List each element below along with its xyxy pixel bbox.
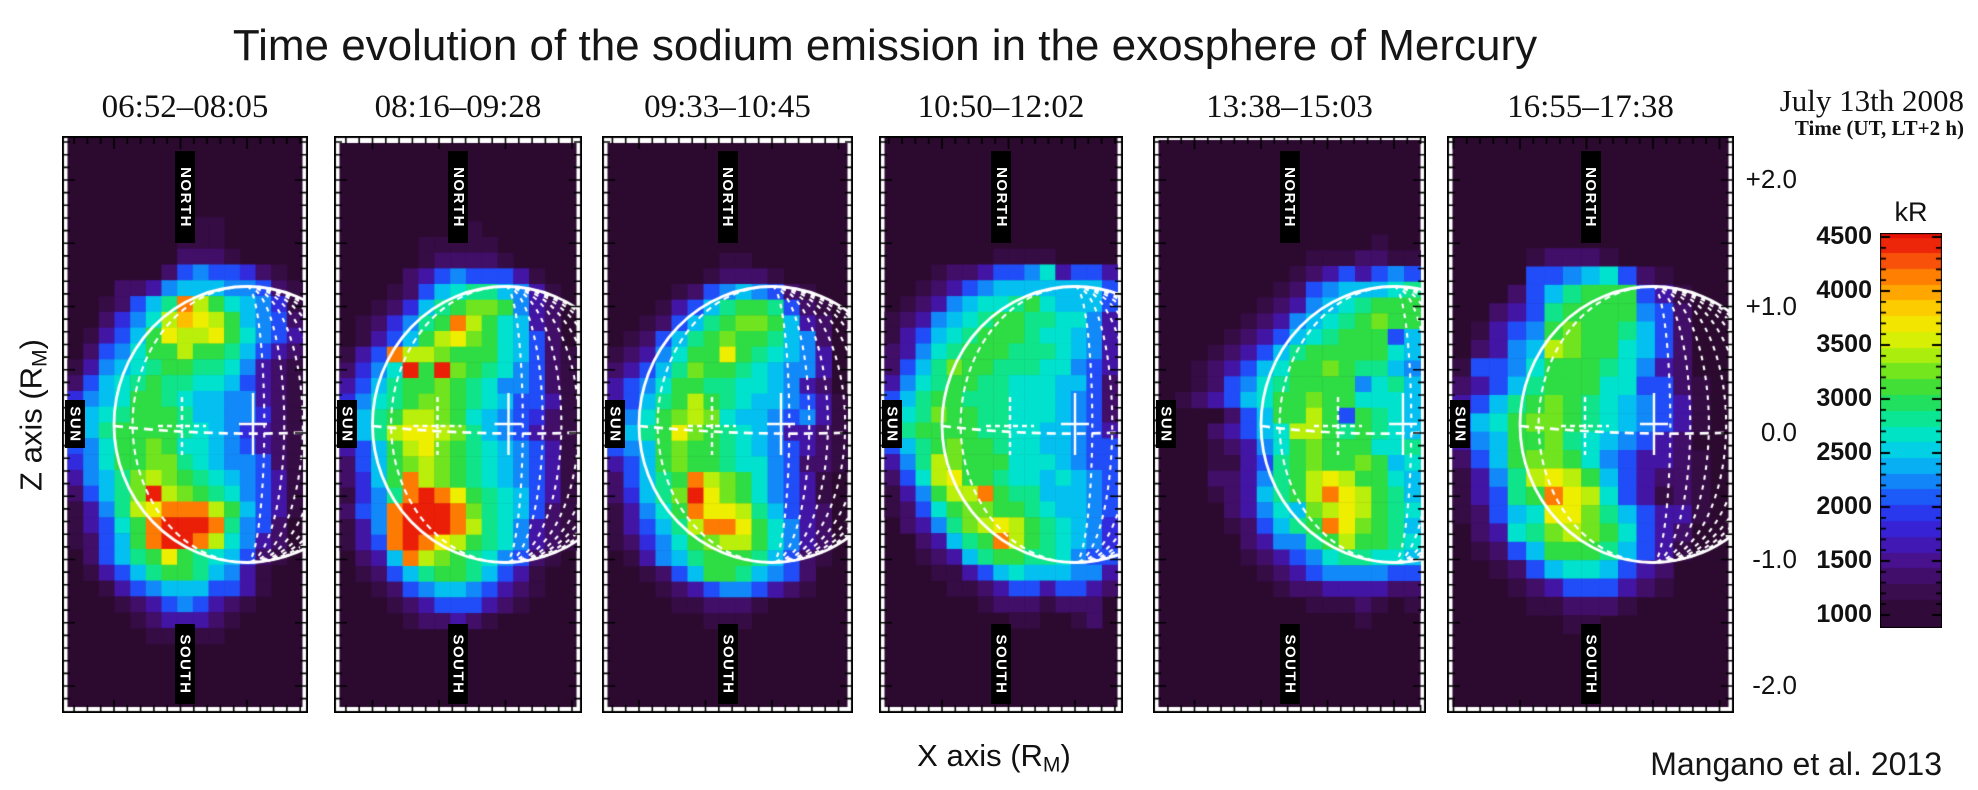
colorbar-tick-label: 3000 <box>1816 384 1872 412</box>
compass-text: SUN <box>606 405 624 443</box>
compass-south-label: SOUTH <box>1580 624 1601 704</box>
compass-text: NORTH <box>719 166 737 228</box>
compass-text: SOUTH <box>992 634 1010 694</box>
compass-north-label: NORTH <box>448 151 468 243</box>
compass-text: NORTH <box>176 166 194 228</box>
compass-north-label: NORTH <box>1580 151 1601 243</box>
colorbar-tick-label: 2500 <box>1816 438 1872 466</box>
z-axis-tick-label: -2.0 <box>1752 670 1797 700</box>
z-axis-tick-label: 0.0 <box>1760 417 1797 447</box>
compass-sun-label: SUN <box>337 400 357 448</box>
colorbar-tick-label: 3500 <box>1816 330 1872 358</box>
compass-text: SOUTH <box>1281 634 1298 694</box>
compass-text: SUN <box>66 405 84 443</box>
compass-south-label: SOUTH <box>991 624 1011 704</box>
time-note-label: Time (UT, LT+2 h) <box>1794 116 1964 140</box>
panel-time-label: 16:55–17:38 <box>1507 89 1674 125</box>
compass-text: SOUTH <box>719 634 736 694</box>
compass-text: NORTH <box>992 166 1010 228</box>
z-axis-tick-label: -1.0 <box>1752 543 1797 574</box>
compass-sun-label: SUN <box>65 400 85 448</box>
compass-text: SUN <box>1157 405 1175 443</box>
colorbar-gradient <box>1880 233 1942 628</box>
compass-text: NORTH <box>1281 166 1299 228</box>
z-axis-tick-label: +2.0 <box>1745 164 1797 194</box>
x-axis-label-text: X axis (R <box>917 738 1043 773</box>
compass-south-label: SOUTH <box>448 624 468 704</box>
panel-time-label: 08:16–09:28 <box>374 89 542 125</box>
compass-text: NORTH <box>449 166 467 228</box>
colorbar-title: kR <box>1894 197 1928 227</box>
compass-sun-label: SUN <box>605 400 625 448</box>
z-axis-tick-label: +1.0 <box>1745 290 1797 321</box>
z-axis-label-close: ) <box>13 339 49 350</box>
compass-north-label: NORTH <box>717 151 738 243</box>
compass-text: SUN <box>338 405 356 443</box>
citation-label: Mangano et al. 2013 <box>1650 746 1942 782</box>
compass-south-label: SOUTH <box>175 624 195 704</box>
x-axis-label-subscript: M <box>1042 753 1061 777</box>
date-label: July 13th 2008 <box>1779 83 1964 118</box>
colorbar-tick-label: 4000 <box>1816 276 1872 304</box>
compass-text: SUN <box>883 405 901 443</box>
colorbar-tick-label: 1500 <box>1816 546 1872 574</box>
compass-north-label: NORTH <box>1279 151 1300 243</box>
compass-text: SOUTH <box>1582 634 1599 694</box>
compass-north-label: NORTH <box>991 151 1011 243</box>
compass-text: SOUTH <box>176 634 194 694</box>
compass-north-label: NORTH <box>175 151 195 243</box>
compass-text: NORTH <box>1582 166 1600 228</box>
compass-text: SUN <box>1451 405 1469 443</box>
compass-text: SOUTH <box>449 634 467 694</box>
compass-sun-label: SUN <box>1450 400 1470 448</box>
compass-sun-label: SUN <box>882 400 902 448</box>
colorbar-tick-label: 4500 <box>1816 222 1872 250</box>
z-axis-label-subscript: M <box>28 349 52 367</box>
x-axis-label: X axis (RM) <box>864 738 1124 777</box>
compass-south-label: SOUTH <box>1279 624 1300 704</box>
z-axis-label-text: Z axis (R <box>13 366 49 491</box>
z-axis-label-rotated: Z axis (RM) <box>13 339 52 491</box>
colorbar-tick-label: 1000 <box>1816 600 1872 628</box>
panel-time-label: 09:33–10:45 <box>644 89 811 125</box>
panel-time-label: 13:38–15:03 <box>1206 89 1373 125</box>
figure-title: Time evolution of the sodium emission in… <box>232 21 1538 70</box>
panel-time-label: 10:50–12:02 <box>917 89 1085 125</box>
compass-sun-label: SUN <box>1156 400 1176 448</box>
panel-time-label: 06:52–08:05 <box>101 89 269 125</box>
x-axis-label-close: ) <box>1060 738 1071 773</box>
colorbar-tick-label: 2000 <box>1816 492 1872 520</box>
compass-south-label: SOUTH <box>717 624 738 704</box>
